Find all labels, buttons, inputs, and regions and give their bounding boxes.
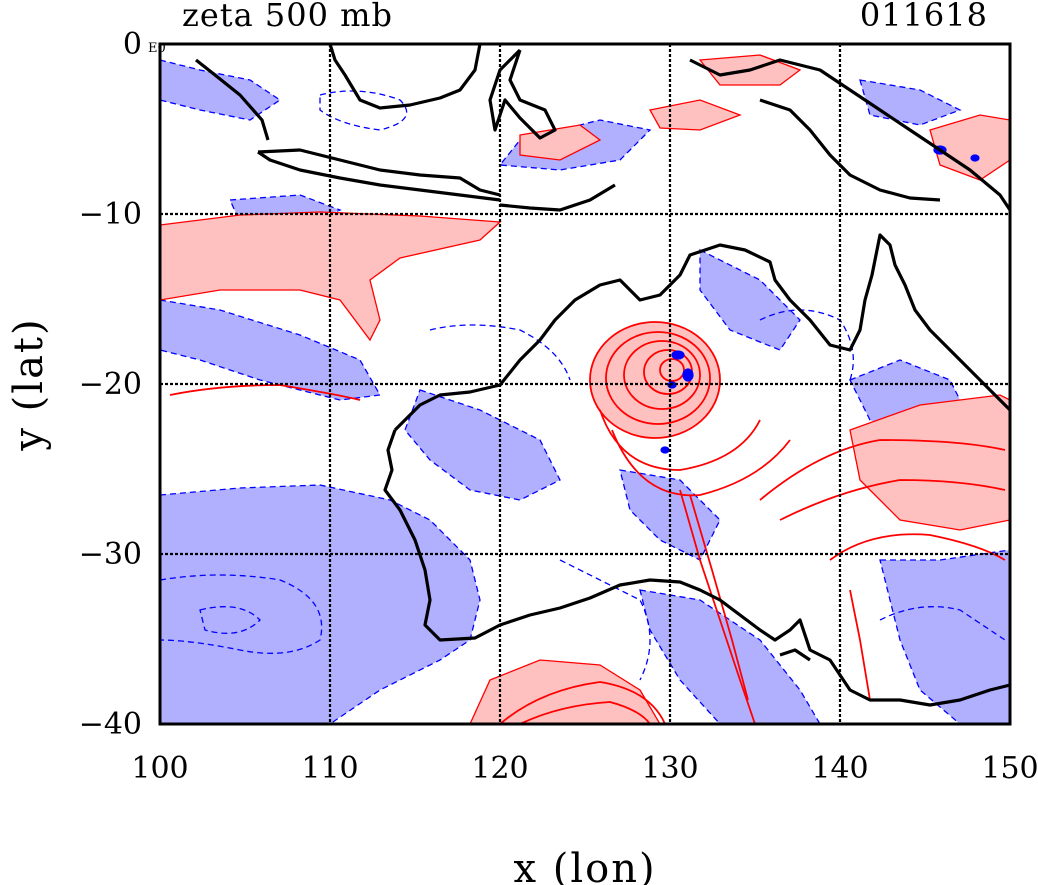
x-tick-label: 110	[301, 751, 358, 786]
corner-marker: E0	[148, 41, 166, 56]
y-tick-label: −10	[79, 197, 142, 232]
coastline-sumatra	[195, 58, 270, 141]
lat-lon-grid	[160, 44, 1010, 724]
coastline-australia	[393, 233, 1010, 432]
y-tick-label: −20	[79, 367, 142, 402]
y-axis-label: y (lat)	[6, 317, 52, 451]
y-tick-labels: 0 −10 −20 −30 −40	[79, 27, 142, 742]
coastline-sulawesi	[488, 48, 557, 140]
plot-area	[160, 44, 1010, 724]
y-tick-label: −30	[79, 537, 142, 572]
y-tick-label: 0	[123, 27, 142, 62]
x-tick-label: 130	[641, 751, 698, 786]
x-tick-label: 150	[981, 751, 1038, 786]
x-tick-label: 140	[811, 751, 868, 786]
coastline-new-guinea	[689, 58, 1010, 211]
coastline-java	[257, 148, 501, 197]
cyclone-contours	[169, 321, 1006, 724]
x-axis-label: x (lon)	[513, 846, 656, 885]
y-tick-label: −40	[79, 707, 142, 742]
coastline-borneo	[328, 44, 482, 110]
x-tick-label: 120	[471, 751, 528, 786]
x-tick-label: 100	[131, 751, 188, 786]
timestamp-label: 011618	[860, 0, 988, 34]
plot-frame	[158, 42, 1012, 726]
field-title: zeta 500 mb	[182, 0, 393, 34]
x-tick-labels: 100 110 120 130 140 150	[131, 751, 1038, 786]
